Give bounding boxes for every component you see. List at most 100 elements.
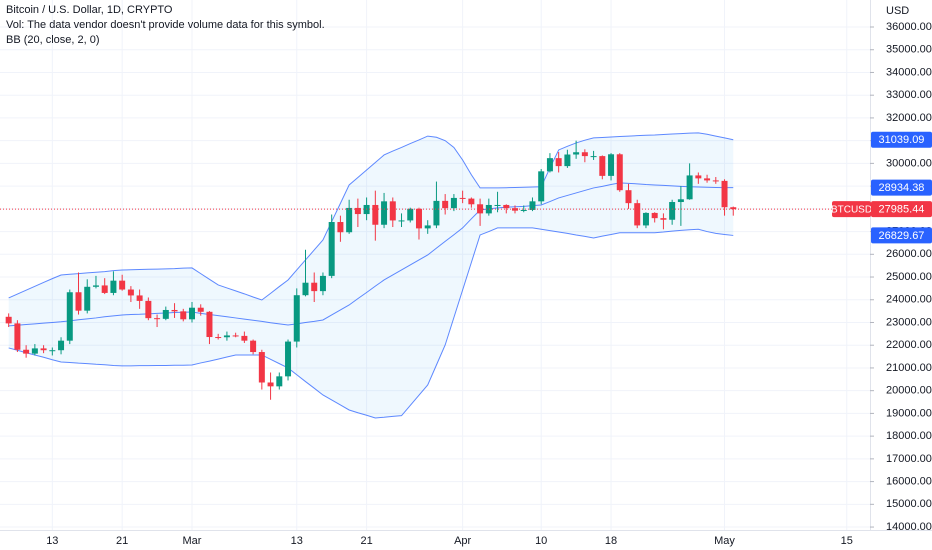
x-tick-label: Apr [454, 535, 471, 547]
candle-body [101, 285, 108, 293]
candle-body [686, 175, 693, 200]
bb-lower-label-box [871, 227, 932, 244]
bb-upper-line [8, 132, 734, 301]
candle-body [40, 348, 47, 351]
candle-body [677, 199, 684, 203]
candle-body [119, 280, 126, 290]
candle-body [232, 335, 239, 337]
y-tick-label: 32000.00 [886, 112, 932, 124]
candle-body [31, 348, 38, 354]
band-layer [8, 132, 734, 419]
candle-body [285, 341, 292, 377]
y-tick-label: 24000.00 [886, 294, 932, 306]
candle-body [381, 201, 388, 225]
candle-body [695, 175, 702, 179]
bb-middle-label-box [871, 179, 932, 196]
y-tick-label: 19000.00 [886, 407, 932, 419]
candle-body [573, 152, 580, 155]
candle-body [503, 204, 510, 209]
bb-middle-label-text: 28934.38 [879, 182, 925, 194]
y-tick-label: 25000.00 [886, 271, 932, 283]
last-price-label-text: 27985.44 [879, 204, 925, 216]
candle-body [180, 311, 187, 320]
candle-body [442, 200, 449, 209]
candle-body [311, 282, 318, 292]
y-tick-label: 17000.00 [886, 453, 932, 465]
candle-body [5, 316, 12, 324]
candle-body [84, 286, 91, 311]
bb-upper-label-text: 31039.09 [879, 134, 925, 146]
bb-upper-label-box [871, 131, 932, 148]
y-tick-label: 35000.00 [886, 44, 932, 56]
candle-body [450, 197, 457, 209]
candle-body [520, 209, 527, 211]
candle-body [23, 349, 30, 354]
y-axis-label: USD [886, 5, 909, 17]
candle-body [712, 180, 719, 182]
y-tick-label: 18000.00 [886, 430, 932, 442]
candle-body [276, 376, 283, 387]
candle-body [642, 212, 649, 226]
candle-body [459, 197, 466, 199]
y-tick-label: 14000.00 [886, 521, 932, 533]
x-tick-label: 10 [535, 535, 547, 547]
y-tick-label: 34000.00 [886, 66, 932, 78]
candle-body [468, 198, 475, 205]
candle-body [564, 154, 571, 167]
candle-body [197, 307, 204, 312]
band-fill [8, 132, 734, 418]
y-tick-label: 36000.00 [886, 21, 932, 33]
candle-body [267, 382, 274, 387]
candle-body [241, 335, 248, 341]
candle-body [154, 318, 161, 320]
candle-body [415, 208, 422, 229]
x-tick-label: 18 [605, 535, 617, 547]
candle-body [346, 207, 353, 233]
candle-body [660, 218, 667, 220]
bb-lower-label-text: 26829.67 [879, 230, 925, 242]
candle-body [529, 201, 536, 210]
candle-body [704, 178, 711, 181]
candle-body [389, 201, 396, 221]
candle-body [538, 171, 545, 202]
x-tick-label: 21 [116, 535, 128, 547]
candle-body [58, 340, 65, 351]
candle-body [328, 222, 335, 276]
candle-body [136, 295, 143, 301]
candle-body [372, 204, 379, 225]
candle-body [92, 285, 99, 287]
volume-note: Vol: The data vendor doesn't provide vol… [6, 19, 325, 31]
candle-body [669, 202, 676, 220]
x-tick-label: 21 [360, 535, 372, 547]
y-tick-label: 21000.00 [886, 362, 932, 374]
candle-body [75, 292, 82, 311]
bb-lower-line [8, 227, 734, 419]
x-tick-label: Mar [183, 535, 202, 547]
y-tick-label: 30000.00 [886, 157, 932, 169]
candle-body [302, 282, 309, 296]
candle-body [14, 323, 21, 350]
candle-body [721, 180, 728, 208]
y-tick-label: 20000.00 [886, 385, 932, 397]
x-tick-label: 13 [46, 535, 58, 547]
candle-body [398, 220, 405, 222]
bb-middle-line [8, 182, 734, 327]
candle-body [171, 309, 178, 312]
candle-body [494, 204, 501, 206]
candle-body [145, 300, 152, 319]
x-tick-label: May [714, 535, 735, 547]
candle-body [189, 307, 195, 320]
x-tick-label: 15 [841, 535, 853, 547]
candle-body [616, 154, 623, 191]
candle-body [512, 208, 519, 211]
candle-layer [5, 140, 737, 400]
candle-body [433, 200, 440, 226]
candle-body [250, 340, 257, 353]
candle-body [223, 335, 230, 338]
header: Bitcoin / U.S. Dollar, 1D, CRYPTO Vol: T… [6, 4, 325, 46]
last-price-label-box [871, 201, 932, 218]
candle-body [608, 154, 615, 176]
candle-body [730, 207, 737, 210]
candle-body [546, 158, 553, 172]
